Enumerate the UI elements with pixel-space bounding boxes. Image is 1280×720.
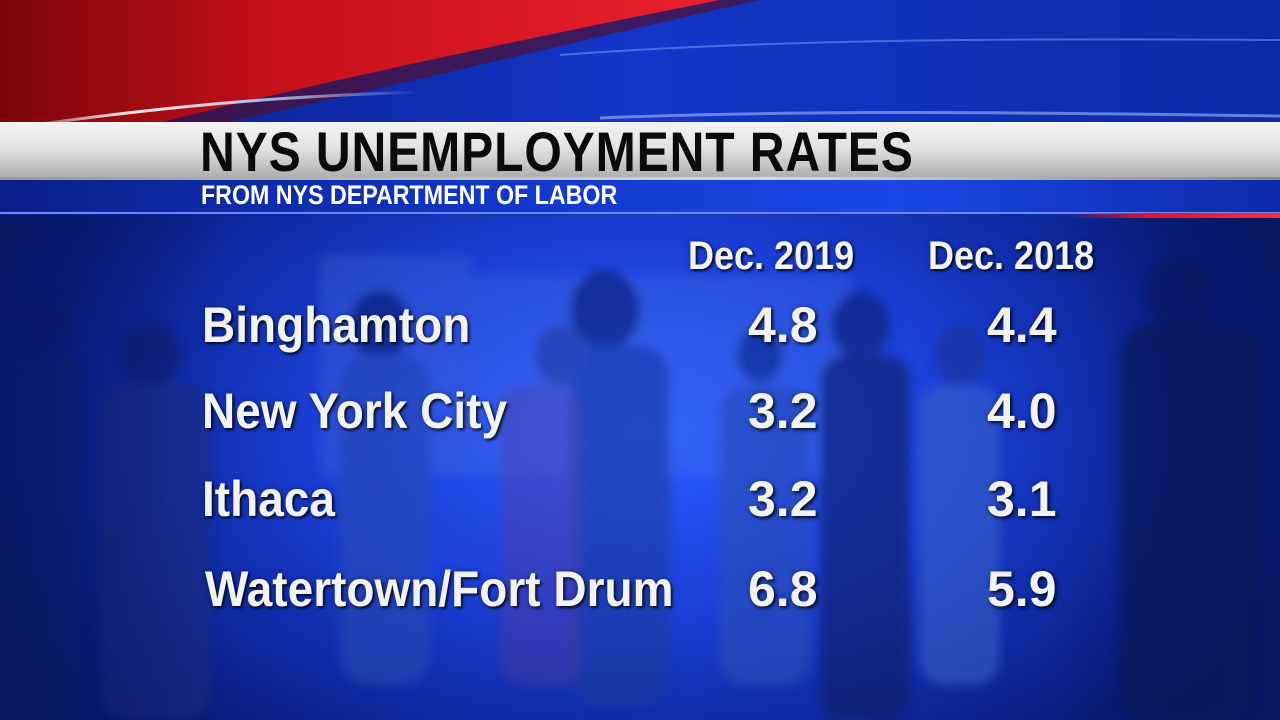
cell-watertown-fort-drum-dec-2019: 6.8 [748,561,818,617]
column-header-dec-2019: Dec. 2019 [688,234,855,278]
cell-binghamton-dec-2019: 4.8 [748,297,818,353]
cell-new-york-city-dec-2018: 4.0 [987,383,1057,439]
row-label-binghamton: Binghamton [202,297,471,353]
accent-stripe [1065,213,1280,218]
title-bar [0,122,1280,180]
chart-subtitle: FROM NYS DEPARTMENT OF LABOR [201,180,618,210]
cell-watertown-fort-drum-dec-2018: 5.9 [987,561,1057,617]
row-label-new-york-city: New York City [202,383,508,439]
row-label-ithaca: Ithaca [202,471,335,527]
column-header-dec-2018: Dec. 2018 [928,234,1095,278]
row-label-watertown-fort-drum: Watertown/Fort Drum [205,561,674,617]
chart-title: NYS UNEMPLOYMENT RATES [200,120,914,183]
cell-ithaca-dec-2018: 3.1 [987,471,1057,527]
cell-binghamton-dec-2018: 4.4 [987,297,1057,353]
cell-new-york-city-dec-2019: 3.2 [748,383,818,439]
subtitle-bar [0,180,1280,214]
cell-ithaca-dec-2019: 3.2 [748,471,818,527]
